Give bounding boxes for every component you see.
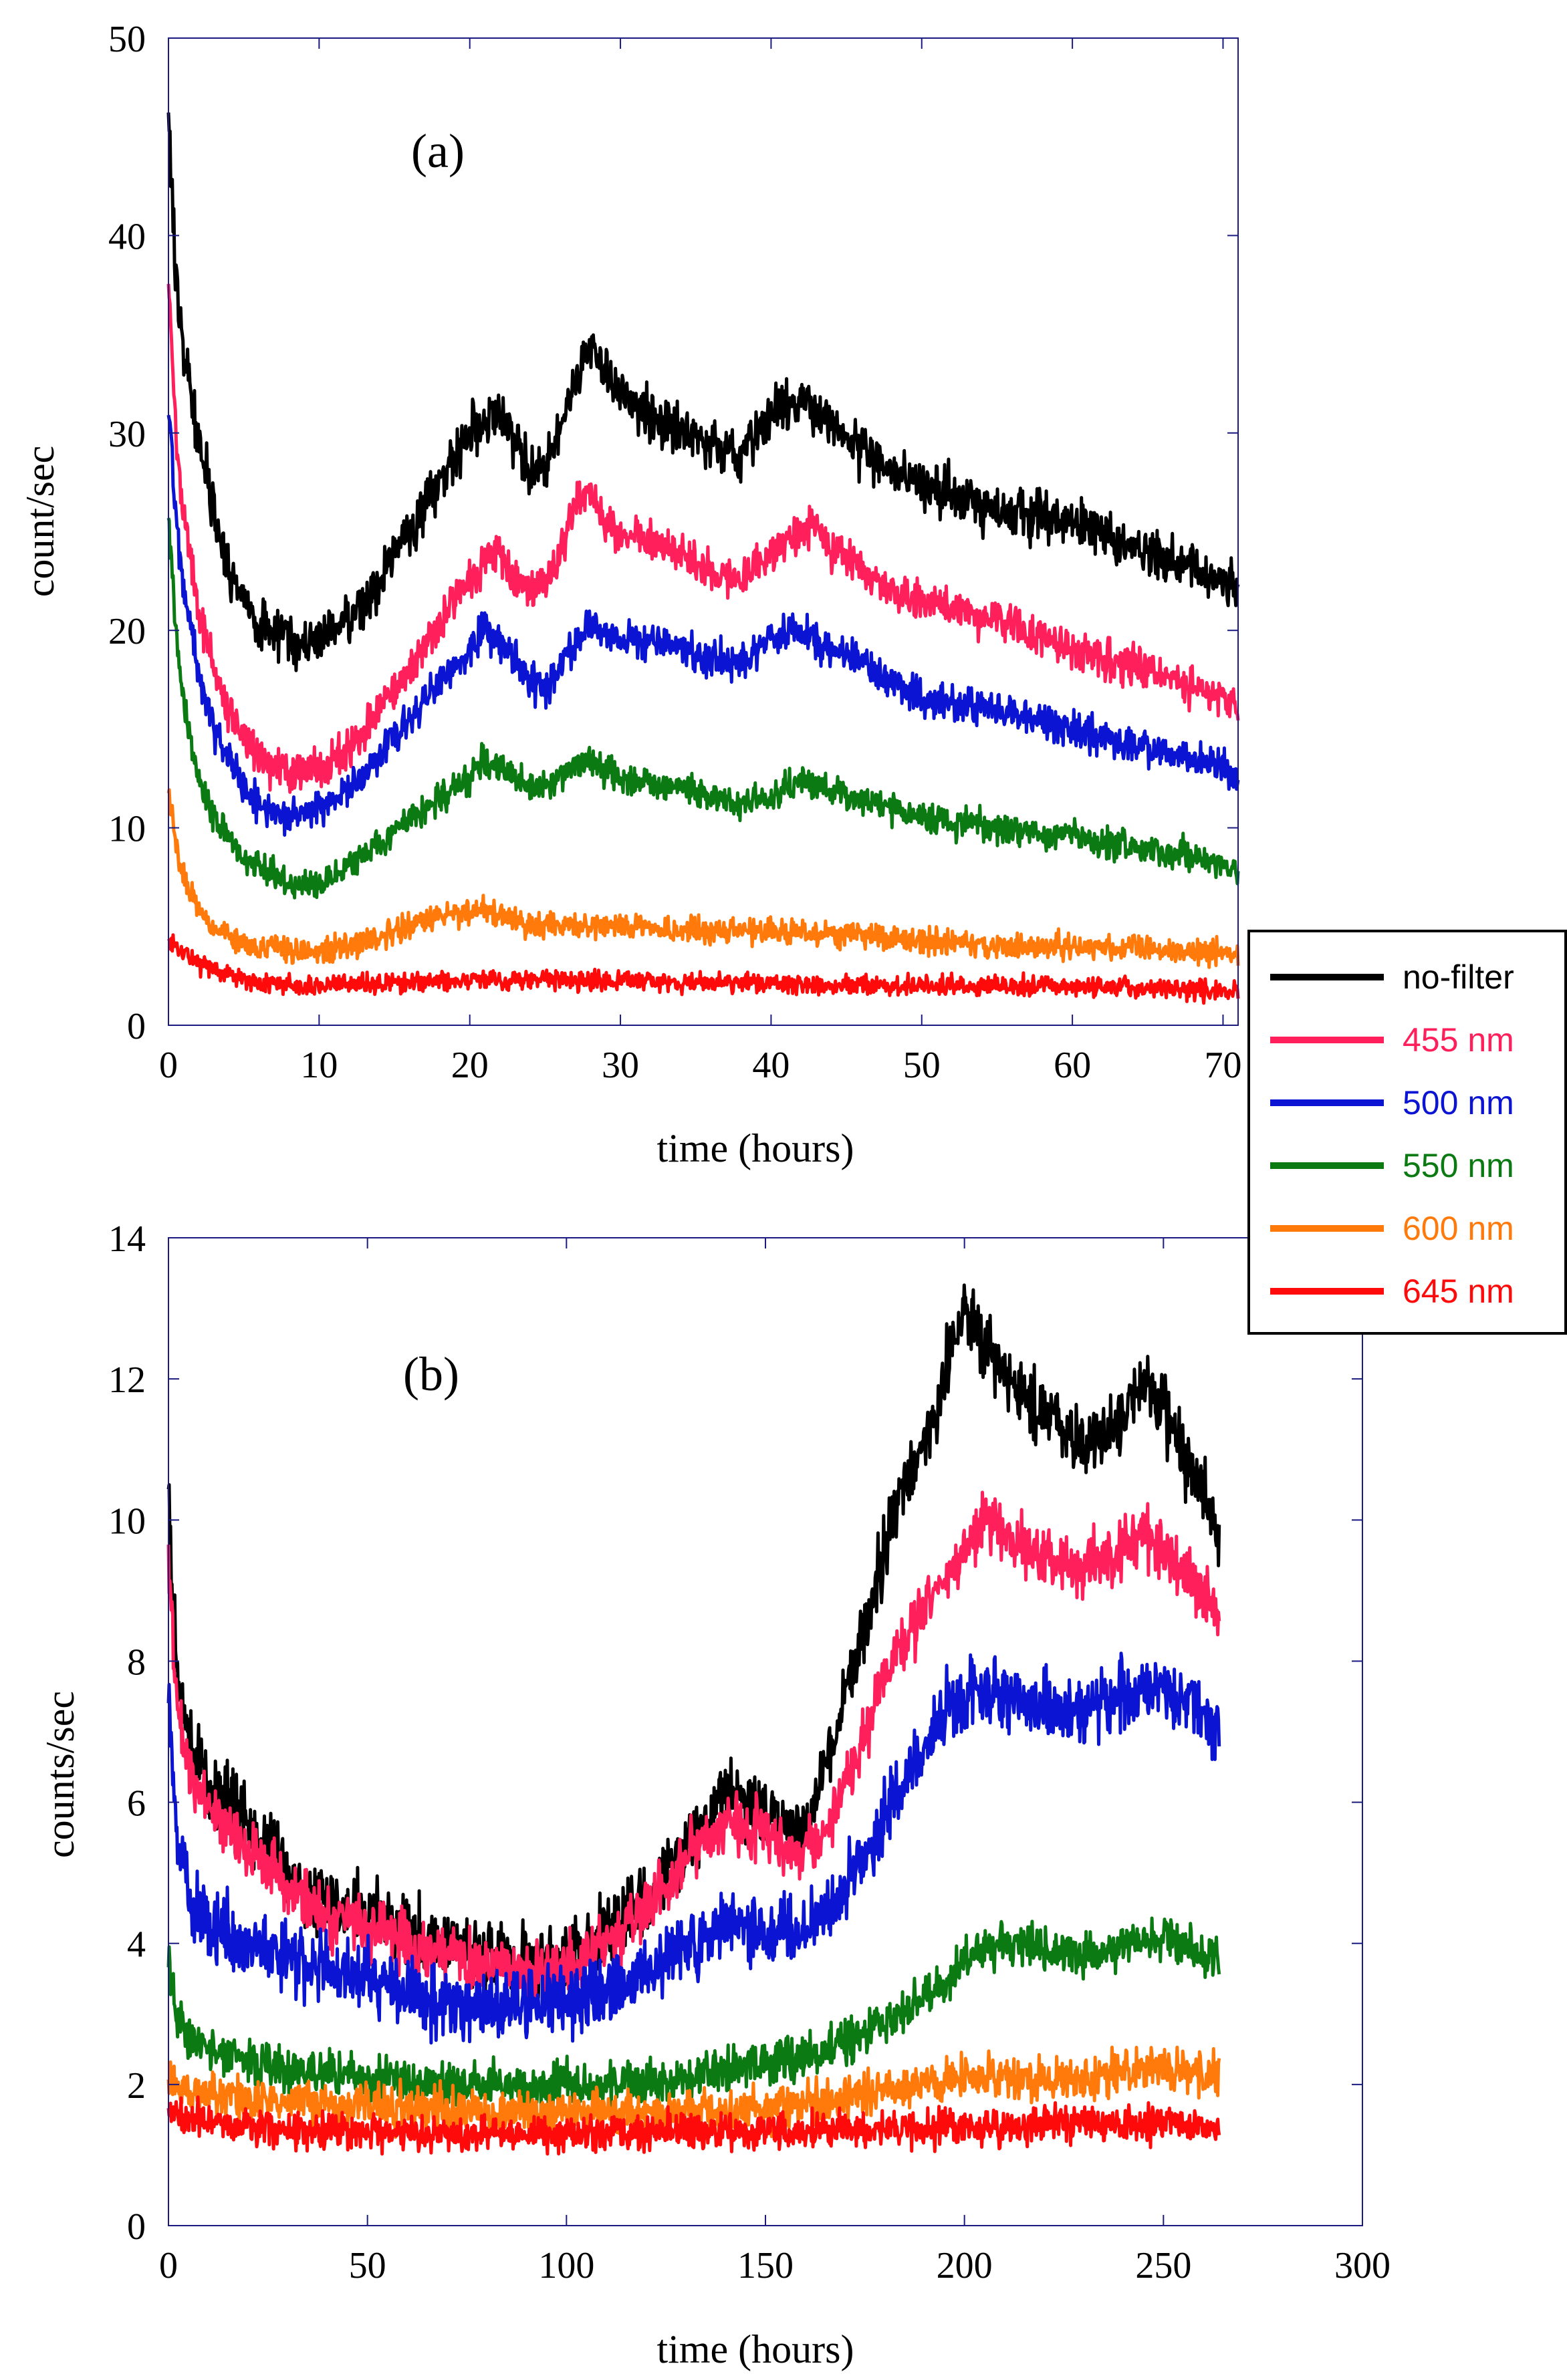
y-tick-label: 10 <box>108 809 146 850</box>
y-tick-label: 14 <box>108 1218 146 1260</box>
y-tick-label: 40 <box>108 216 146 257</box>
x-tick-label: 50 <box>349 2245 386 2286</box>
series-line-500-nm <box>166 1651 1221 2045</box>
y-tick-label: 4 <box>127 1924 146 1966</box>
panel-b-series-group <box>166 1283 1221 2156</box>
panel-a-plot-frame <box>168 37 1239 1026</box>
legend-box <box>1247 930 1567 1335</box>
y-tick-label: 10 <box>108 1500 146 1542</box>
y-tick-label: 20 <box>108 611 146 652</box>
series-line-645-nm <box>166 2095 1221 2156</box>
panel-b-ticks: 0 50 100 150 200 250 300 0 2 4 6 8 10 12 14 <box>108 1218 1391 2286</box>
x-tick-label: 0 <box>159 1045 178 1086</box>
series-line-455-nm <box>166 1490 1221 2000</box>
y-tick-label: 8 <box>127 1641 146 1683</box>
legend-label: 645 nm <box>1403 1273 1514 1310</box>
x-tick-label: 60 <box>1054 1045 1091 1086</box>
series-line-645-nm <box>166 933 1240 1005</box>
y-tick-label: 6 <box>127 1783 146 1825</box>
y-tick-label: 50 <box>108 19 146 60</box>
x-tick-label: 70 <box>1204 1045 1241 1086</box>
panel-a-ticks: 0 10 20 30 40 50 60 70 0 10 20 30 40 50 <box>108 19 1241 1086</box>
panel-b-y-axis-title: counts/sec <box>38 1691 82 1858</box>
x-tick-label: 20 <box>451 1045 489 1086</box>
x-tick-label: 40 <box>752 1045 790 1086</box>
legend-label: 500 nm <box>1403 1084 1514 1121</box>
x-tick-label: 50 <box>903 1045 941 1086</box>
panel-a-label: (a) <box>411 124 465 178</box>
legend-label: 550 nm <box>1403 1147 1514 1184</box>
panel-b-x-axis-title: time (hours) <box>657 2327 854 2371</box>
series-line-500-nm <box>166 414 1240 837</box>
panel-a-y-axis-title: count/sec <box>18 446 62 598</box>
legend: no-filter 455 nm 500 nm 550 nm 600 nm 645 nm <box>1247 930 1567 1335</box>
y-tick-label: 0 <box>127 1006 146 1047</box>
panel-a-x-axis-title: time (hours) <box>657 1126 854 1170</box>
series-line-600-nm <box>166 788 1240 969</box>
legend-label: no-filter <box>1403 958 1514 996</box>
x-tick-label: 300 <box>1334 2245 1391 2286</box>
chart-panel-a: 0 10 20 30 40 50 60 70 0 10 20 30 40 50 (a) time (hou… <box>18 19 1241 1170</box>
series-line-550-nm <box>166 1916 1221 2113</box>
series-line-455-nm <box>166 283 1240 794</box>
y-tick-label: 12 <box>108 1359 146 1401</box>
x-tick-label: 250 <box>1135 2245 1191 2286</box>
panel-a-series-group <box>166 112 1240 1005</box>
x-tick-label: 30 <box>602 1045 639 1086</box>
x-tick-label: 10 <box>300 1045 338 1086</box>
series-line-550-nm <box>166 517 1240 900</box>
panel-b-label: (b) <box>403 1347 459 1401</box>
x-tick-label: 150 <box>737 2245 794 2286</box>
x-tick-label: 0 <box>159 2245 178 2286</box>
series-line-no-filter <box>166 112 1240 672</box>
chart-panel-b: 0 50 100 150 200 250 300 0 2 4 6 8 10 12 14 (b) time (… <box>38 1218 1391 2371</box>
x-tick-label: 200 <box>937 2245 993 2286</box>
legend-items: no-filter 455 nm 500 nm 550 nm 600 nm 645 nm <box>1270 958 1514 1310</box>
y-tick-label: 0 <box>127 2206 146 2248</box>
legend-label: 600 nm <box>1403 1210 1514 1247</box>
legend-label: 455 nm <box>1403 1021 1514 1059</box>
x-tick-label: 100 <box>538 2245 594 2286</box>
y-tick-label: 2 <box>127 2065 146 2107</box>
y-tick-label: 30 <box>108 414 146 455</box>
